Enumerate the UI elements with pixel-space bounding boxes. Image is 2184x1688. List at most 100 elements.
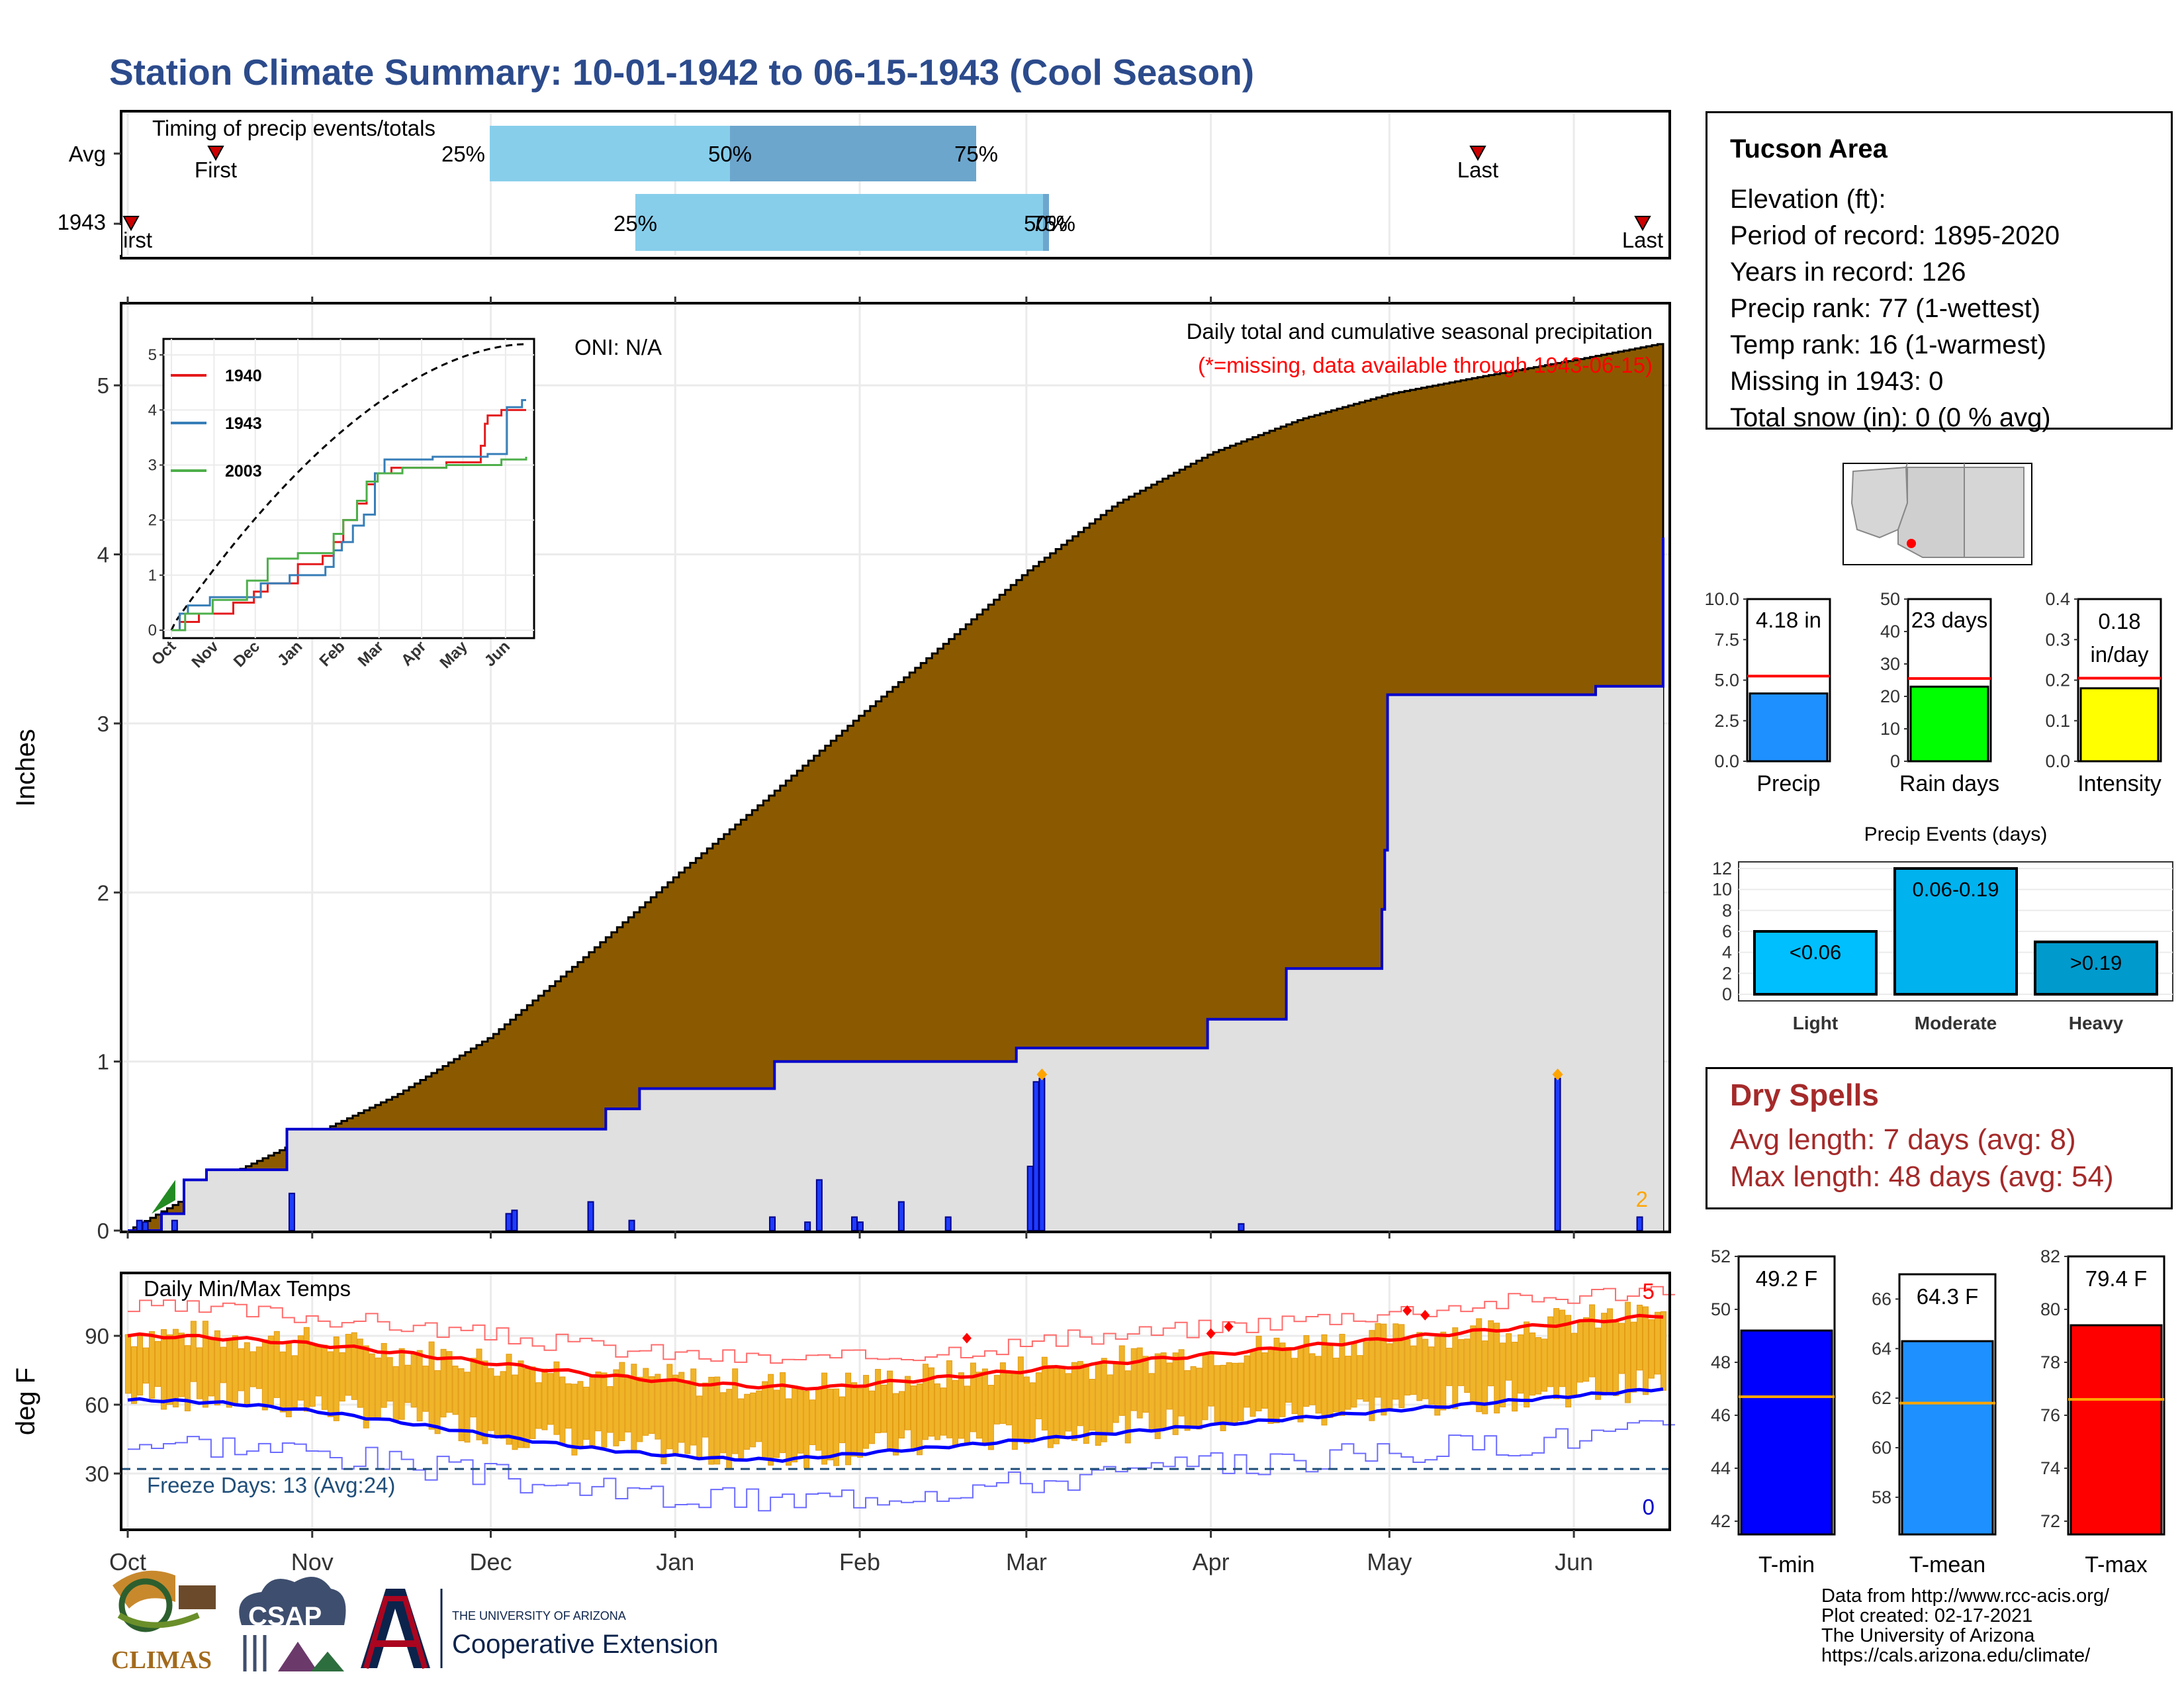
daily-temp-bar <box>1518 1334 1524 1394</box>
summary-value-0: 4.18 in <box>1756 608 1821 632</box>
daily-temp-bar <box>595 1371 602 1432</box>
daily-precip-bar <box>1636 1216 1643 1231</box>
events-tick-label: 6 <box>1722 921 1732 941</box>
daily-precip-bar <box>587 1201 594 1231</box>
info-elevation: Elevation (ft): <box>1730 185 1886 214</box>
daily-temp-bar <box>226 1338 232 1408</box>
summary-tick-label: 40 <box>1880 622 1900 641</box>
info-years: Years in record: 126 <box>1730 258 1966 287</box>
summary-tick-label: 7.5 <box>1714 630 1739 649</box>
summary-tick-label: 0.1 <box>2045 711 2070 731</box>
record-min-line <box>128 1420 1675 1512</box>
daily-temp-bar <box>279 1351 286 1413</box>
daily-temp-bar <box>1416 1332 1423 1401</box>
daily-temp-bar <box>190 1321 197 1382</box>
daily-temp-bar <box>1625 1301 1631 1403</box>
daily-temp-bar <box>738 1398 745 1458</box>
daily-temp-bar <box>1148 1373 1155 1432</box>
daily-temp-bar <box>1559 1309 1566 1387</box>
timing-avg-p25-label: 25% <box>441 142 485 166</box>
summary-tick-label: 0.4 <box>2045 589 2070 609</box>
daily-temp-bar <box>375 1357 381 1419</box>
precip-y-tick-label: 5 <box>97 373 109 398</box>
daily-temp-bar <box>1387 1343 1393 1410</box>
daily-temp-bar <box>1184 1370 1191 1431</box>
page-title: Station Climate Summary: 10-01-1942 to 0… <box>109 52 1254 93</box>
daily-temp-bar <box>1238 1362 1244 1421</box>
year-cumulative-line <box>128 537 1664 1232</box>
daily-temp-bar <box>993 1375 1000 1425</box>
daily-temp-bar <box>1136 1347 1143 1419</box>
daily-temp-bar <box>1488 1320 1494 1387</box>
daily-temp-bar <box>720 1392 727 1454</box>
daily-temp-bar <box>1321 1334 1328 1426</box>
location-map <box>1843 463 2032 565</box>
daily-temp-bar <box>815 1387 822 1451</box>
station-info-panel: Tucson Area Elevation (ft): Period of re… <box>1706 111 2173 432</box>
daily-temp-bar <box>1464 1338 1471 1393</box>
daily-temp-bar <box>500 1371 506 1439</box>
daily-temp-bar <box>762 1381 768 1459</box>
daily-temp-bar <box>1029 1382 1036 1440</box>
daily-temp-bar <box>1339 1334 1345 1416</box>
timing-avg-first-marker <box>207 146 224 162</box>
summary-tick-label: 0.0 <box>1714 751 1739 771</box>
temp-tick-label: 46 <box>1711 1405 1731 1425</box>
daily-temp-bar <box>220 1346 226 1383</box>
events-tick-label: 2 <box>1722 963 1732 983</box>
daily-temp-bar <box>535 1382 542 1429</box>
avg-max-line <box>127 1313 1664 1391</box>
temp-tick-label: 74 <box>2040 1458 2060 1478</box>
inset-legend-label: 2003 <box>225 462 262 481</box>
daily-temp-bar <box>1583 1317 1590 1382</box>
daily-temp-bar <box>184 1345 191 1411</box>
daily-temp-bar <box>952 1380 958 1447</box>
daily-temp-bar <box>285 1342 292 1417</box>
daily-temp-bar <box>547 1373 554 1425</box>
footer-plot-created: Plot created: 02-17-2021 <box>1821 1605 2033 1626</box>
daily-temp-bar <box>1535 1337 1542 1395</box>
daily-temp-bar <box>922 1364 929 1440</box>
daily-precip-bar <box>897 1201 905 1231</box>
timing-1943-first-marker <box>122 216 140 232</box>
daily-temp-bar <box>1083 1363 1089 1444</box>
events-category-0: Light <box>1793 1013 1838 1033</box>
daily-temp-bar <box>387 1357 393 1402</box>
above-avg-wedge <box>151 1180 175 1214</box>
info-precip-rank: Precip rank: 77 (1-wettest) <box>1730 294 2041 323</box>
daily-temp-bar <box>1351 1342 1357 1408</box>
daily-temp-bar <box>1345 1356 1351 1410</box>
oni-label: ONI: N/A <box>574 335 662 359</box>
temp-tick-label: 64 <box>1872 1338 1891 1358</box>
daily-temp-bar <box>981 1368 988 1443</box>
daily-precip-bar <box>1032 1081 1040 1231</box>
daily-temp-bar <box>887 1370 893 1450</box>
daily-temp-bar <box>780 1372 786 1454</box>
timing-label: Timing of precip events/totals <box>152 116 435 140</box>
daily-temp-bar <box>1571 1333 1578 1397</box>
daily-temp-bar <box>1202 1353 1208 1421</box>
avg-cumulative-area <box>128 343 1664 1232</box>
daily-temp-bar <box>1458 1338 1465 1386</box>
inset-line-1943 <box>171 399 526 632</box>
daily-temp-bar <box>1440 1331 1447 1411</box>
summary-value-line1: 0.18 <box>2098 609 2140 633</box>
daily-temp-bar <box>1494 1323 1500 1414</box>
events-bar-label-1: 0.06-0.19 <box>1913 878 1999 901</box>
daily-temp-bar <box>678 1372 685 1443</box>
daily-temp-bar <box>1196 1368 1203 1430</box>
daily-temp-bar <box>345 1334 351 1396</box>
daily-precip-bar <box>288 1192 295 1231</box>
daily-temp-bar <box>238 1348 244 1391</box>
daily-temp-bar <box>416 1350 423 1422</box>
inset-y-tick-label: 5 <box>148 346 157 364</box>
precip-y-tick-label: 3 <box>97 712 109 736</box>
temp-tick-label: 60 <box>1872 1438 1891 1458</box>
temp-tick-label: 50 <box>1711 1299 1731 1319</box>
daily-temp-bar <box>1279 1342 1286 1417</box>
timing-1943-bar-25-50 <box>635 194 1046 251</box>
daily-temp-bar <box>297 1335 304 1401</box>
month-label: Dec <box>470 1548 512 1575</box>
